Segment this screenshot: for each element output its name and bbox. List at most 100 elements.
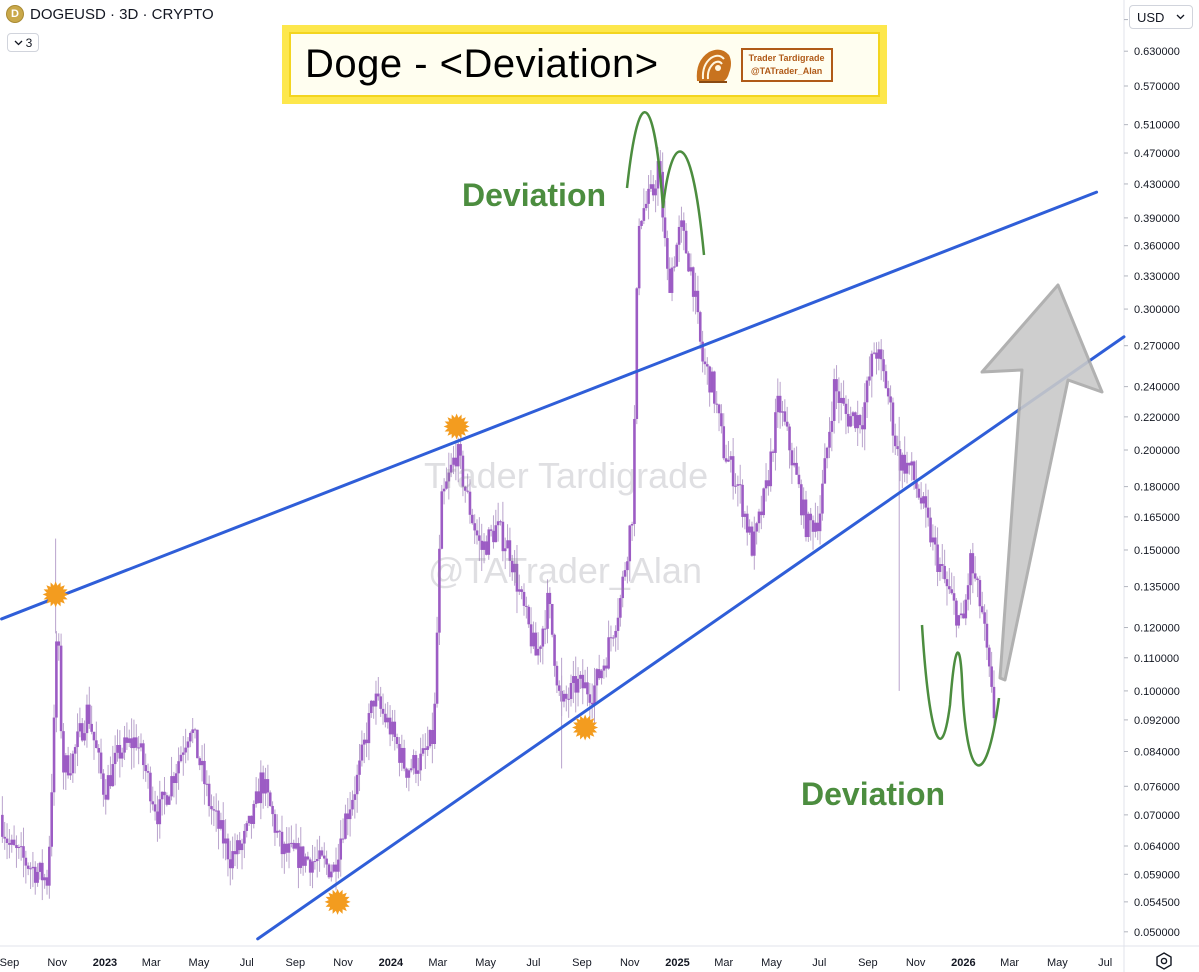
price-tick-label: 0.470000 — [1134, 148, 1180, 160]
time-tick-label: May — [189, 957, 210, 969]
candle-body — [640, 220, 643, 226]
candle-body — [898, 449, 902, 471]
candle-body — [903, 454, 906, 474]
candle-body — [3, 836, 6, 839]
candle-body — [901, 454, 904, 471]
candle-body — [341, 838, 345, 840]
candle-body — [463, 486, 467, 491]
price-tick-label: 0.630000 — [1134, 46, 1180, 58]
candle-body — [179, 754, 183, 762]
candle-body — [694, 290, 697, 297]
time-tick-label: Mar — [142, 957, 161, 969]
candle-body — [525, 605, 528, 607]
price-tick-label: 0.510000 — [1134, 120, 1180, 132]
banner-title: Doge - <Deviation> — [305, 42, 659, 86]
candle-body — [633, 418, 636, 524]
chart-settings-button[interactable] — [1153, 950, 1175, 972]
tardigrade-logo-icon — [696, 49, 731, 83]
candle-body — [548, 592, 552, 604]
candle-body — [905, 462, 909, 474]
candle-body — [807, 513, 810, 538]
trendline-upper — [0, 190, 1099, 621]
candle-body — [40, 862, 44, 881]
candle-body — [950, 589, 953, 594]
candle-body — [668, 268, 672, 293]
candle-body — [238, 840, 241, 851]
candle-body — [210, 806, 213, 810]
candle-body — [306, 856, 310, 860]
candle-body — [922, 496, 925, 504]
time-tick-label: Sep — [0, 957, 19, 969]
candle-body — [616, 617, 620, 631]
candle-body — [809, 513, 812, 521]
candle-body — [409, 768, 413, 771]
candle-body — [788, 426, 791, 451]
candle-body — [487, 529, 491, 555]
candle-body — [358, 760, 361, 775]
candle-body — [151, 801, 155, 805]
interval-toggle-button[interactable]: 3 — [7, 33, 39, 52]
candle-body — [156, 811, 159, 825]
time-tick-label: Sep — [858, 957, 878, 969]
candle-body — [727, 459, 730, 462]
candle-body — [543, 628, 547, 630]
time-tick-label: 2023 — [93, 957, 117, 969]
candle-body — [480, 540, 484, 550]
candle-body — [541, 628, 545, 647]
candle-body — [482, 541, 486, 550]
candle-body — [567, 698, 570, 700]
candle-body — [771, 451, 775, 453]
candle-body — [630, 523, 634, 526]
candle-body — [518, 589, 521, 592]
time-tick-label: 2025 — [665, 957, 689, 969]
price-tick-label: 0.390000 — [1134, 213, 1180, 225]
candle-body — [774, 412, 777, 453]
candle-body — [940, 564, 944, 566]
deviation-curve-top — [625, 111, 706, 256]
candle-body — [931, 537, 935, 543]
candle-body — [294, 843, 298, 849]
candle-body — [851, 412, 855, 417]
candle-body — [783, 411, 787, 422]
candle-body — [416, 770, 420, 774]
currency-select-button[interactable]: USD — [1129, 5, 1193, 29]
candle-body — [283, 843, 286, 855]
candle-body — [964, 599, 968, 619]
candle-body — [73, 747, 77, 754]
price-tick-label: 0.050000 — [1134, 927, 1180, 939]
candle-body — [189, 732, 192, 742]
candle-body — [764, 480, 768, 489]
candle-body — [957, 615, 961, 626]
symbol-header[interactable]: D DOGEUSD · 3D · CRYPTO — [6, 5, 214, 23]
candle-body — [593, 685, 596, 705]
candle-body — [501, 521, 505, 552]
candle-body — [456, 444, 460, 467]
candle-body — [38, 862, 42, 872]
deviation-label-bottom: Deviation — [801, 776, 946, 812]
candle-body — [252, 803, 256, 824]
candle-body — [891, 402, 895, 436]
candle-body — [398, 743, 401, 763]
candle-body — [355, 774, 359, 795]
candle-body — [431, 730, 434, 744]
candle-body — [205, 783, 209, 785]
candle-body — [125, 737, 129, 743]
price-tick-label: 0.135000 — [1134, 582, 1180, 594]
candle-body — [485, 541, 488, 555]
candle-body — [266, 779, 270, 793]
candle-body — [334, 864, 338, 872]
candle-body — [304, 856, 307, 866]
touch-point-marker — [572, 714, 599, 741]
candle-body — [738, 484, 742, 486]
candle-body — [83, 733, 86, 741]
candle-body — [471, 514, 474, 524]
title-banner: Doge - <Deviation> Trader Tardigrade @TA… — [282, 25, 887, 104]
candle-body — [245, 823, 249, 831]
candle-body — [116, 745, 119, 753]
candle-body — [522, 591, 526, 606]
price-tick-label: 0.570000 — [1134, 81, 1180, 93]
candle-body — [936, 544, 939, 572]
candle-body — [109, 775, 112, 787]
candle-body — [19, 846, 23, 848]
